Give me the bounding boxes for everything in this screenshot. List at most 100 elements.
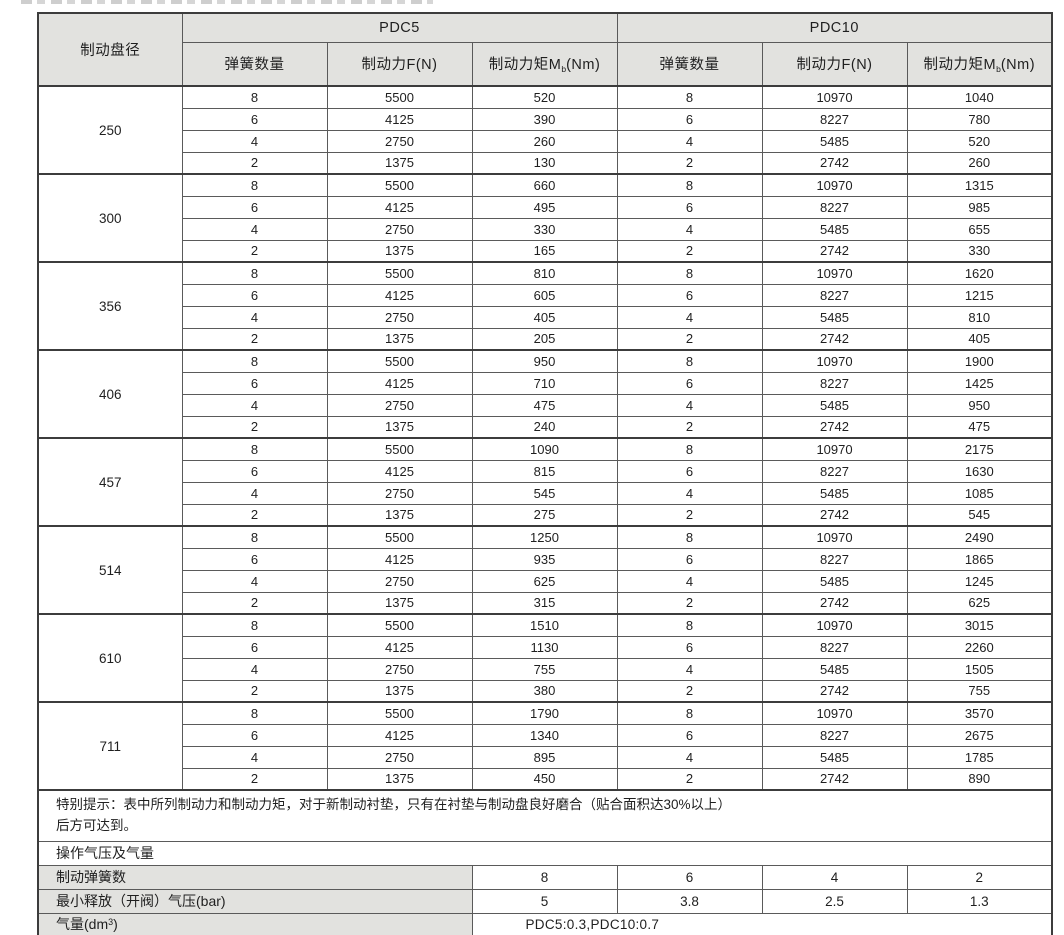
- disc-diameter-cell: 300: [37, 173, 183, 263]
- value-cell: 2175: [906, 437, 1053, 461]
- value-cell: 4: [616, 481, 763, 505]
- data-row: 457 8 5500 1090 8 10970 2175: [37, 437, 1053, 527]
- value-cell: 8227: [761, 635, 908, 659]
- torque-label-sub: b: [996, 64, 1001, 75]
- value-cell: 4125: [326, 635, 473, 659]
- data-row: 6 4125 390 6 8227 780: [38, 107, 1053, 131]
- value-cell: 810: [471, 261, 618, 285]
- value-cell: 815: [471, 459, 618, 483]
- value-cell: 2742: [761, 415, 908, 439]
- air-volume-row: 气量(dm3) PDC5:0.3,PDC10:0.7: [37, 912, 1053, 935]
- special-note-row: 特别提示：表中所列制动力和制动力矩，对于新制动衬垫，只有在衬垫与制动盘良好磨合（…: [37, 789, 1053, 842]
- disc-diameter-cell: 406: [37, 349, 183, 439]
- value-cell: 4125: [326, 283, 473, 307]
- value-cell: 5485: [761, 657, 908, 681]
- value-cell: 8: [616, 613, 763, 637]
- value-cell: 405: [471, 305, 618, 329]
- value-cell: 330: [906, 239, 1053, 263]
- value-cell: 8: [616, 437, 763, 461]
- value-cell: 405: [906, 327, 1053, 351]
- torque-label-sub: b: [561, 64, 567, 75]
- value-cell: 2742: [761, 151, 908, 175]
- value-cell: 660: [471, 173, 618, 197]
- value-cell: 2742: [761, 767, 908, 791]
- value-cell: 2750: [326, 393, 473, 417]
- data-row: 514 8 5500 1250 8 10970 2490: [37, 525, 1053, 615]
- data-row: 2 1375 165 2 2742 330: [38, 239, 1053, 263]
- data-row: 6 4125 815 6 8227 1630: [38, 459, 1053, 483]
- value-cell: 260: [471, 129, 618, 153]
- release-pressure-value: 5: [471, 888, 618, 914]
- value-cell: 2: [181, 591, 328, 615]
- value-cell: 2750: [326, 305, 473, 329]
- value-cell: 4: [181, 481, 328, 505]
- value-cell: 8: [181, 437, 328, 461]
- value-cell: 935: [471, 547, 618, 571]
- air-volume-label: 气量(dm3): [37, 912, 473, 935]
- value-cell: 6: [181, 371, 328, 395]
- value-cell: 240: [471, 415, 618, 439]
- value-cell: 4: [181, 745, 328, 769]
- value-cell: 6: [616, 195, 763, 219]
- value-cell: 275: [471, 503, 618, 527]
- value-cell: 4: [616, 745, 763, 769]
- value-cell: 2675: [906, 723, 1053, 747]
- value-cell: 1510: [471, 613, 618, 637]
- value-cell: 2750: [326, 569, 473, 593]
- value-cell: 1630: [906, 459, 1053, 483]
- value-cell: 4125: [326, 459, 473, 483]
- value-cell: 2: [616, 239, 763, 263]
- disc-diameter-cell: 250: [37, 85, 183, 175]
- value-cell: 6: [181, 547, 328, 571]
- value-cell: 5485: [761, 129, 908, 153]
- value-cell: 2490: [906, 525, 1053, 549]
- value-cell: 8227: [761, 283, 908, 307]
- value-cell: 8: [181, 173, 328, 197]
- data-row: 356 8 5500 810 8 10970 1620: [37, 261, 1053, 351]
- value-cell: 4: [616, 217, 763, 241]
- value-cell: 4: [181, 217, 328, 241]
- value-cell: 1790: [471, 701, 618, 725]
- data-row: 2 1375 315 2 2742 625: [38, 591, 1053, 615]
- table-body: 250 8 5500 520 8 10970 1040 6 4125 390 6 8227 780 4 27…: [37, 85, 1053, 791]
- value-cell: 6: [181, 107, 328, 131]
- value-cell: 1620: [906, 261, 1053, 285]
- disc-diameter-cell: 356: [37, 261, 183, 351]
- value-cell: 4: [181, 393, 328, 417]
- value-cell: 520: [906, 129, 1053, 153]
- model-header-row: 制动盘径 PDC5 PDC10: [37, 12, 1053, 87]
- value-cell: 8227: [761, 547, 908, 571]
- value-cell: 780: [906, 107, 1053, 131]
- value-cell: 205: [471, 327, 618, 351]
- value-cell: 810: [906, 305, 1053, 329]
- value-cell: 2: [181, 767, 328, 791]
- value-cell: 5500: [326, 85, 473, 109]
- value-cell: 2750: [326, 745, 473, 769]
- spring-count-value: 4: [761, 864, 908, 890]
- value-cell: 1315: [906, 173, 1053, 197]
- value-cell: 8: [181, 349, 328, 373]
- value-cell: 2750: [326, 657, 473, 681]
- value-cell: 130: [471, 151, 618, 175]
- value-cell: 4125: [326, 107, 473, 131]
- value-cell: 520: [471, 85, 618, 109]
- value-cell: 8: [181, 613, 328, 637]
- value-cell: 8227: [761, 723, 908, 747]
- value-cell: 4125: [326, 195, 473, 219]
- value-cell: 3015: [906, 613, 1053, 637]
- data-row: 6 4125 1340 6 8227 2675: [38, 723, 1053, 747]
- value-cell: 8: [181, 701, 328, 725]
- value-cell: 4: [616, 393, 763, 417]
- value-cell: 1250: [471, 525, 618, 549]
- data-row: 6 4125 1130 6 8227 2260: [38, 635, 1053, 659]
- value-cell: 1215: [906, 283, 1053, 307]
- value-cell: 10970: [761, 701, 908, 725]
- value-cell: 6: [616, 283, 763, 307]
- value-cell: 895: [471, 745, 618, 769]
- value-cell: 1375: [326, 767, 473, 791]
- release-pressure-value: 1.3: [906, 888, 1053, 914]
- value-cell: 315: [471, 591, 618, 615]
- value-cell: 1375: [326, 503, 473, 527]
- value-cell: 4: [616, 657, 763, 681]
- value-cell: 6: [616, 459, 763, 483]
